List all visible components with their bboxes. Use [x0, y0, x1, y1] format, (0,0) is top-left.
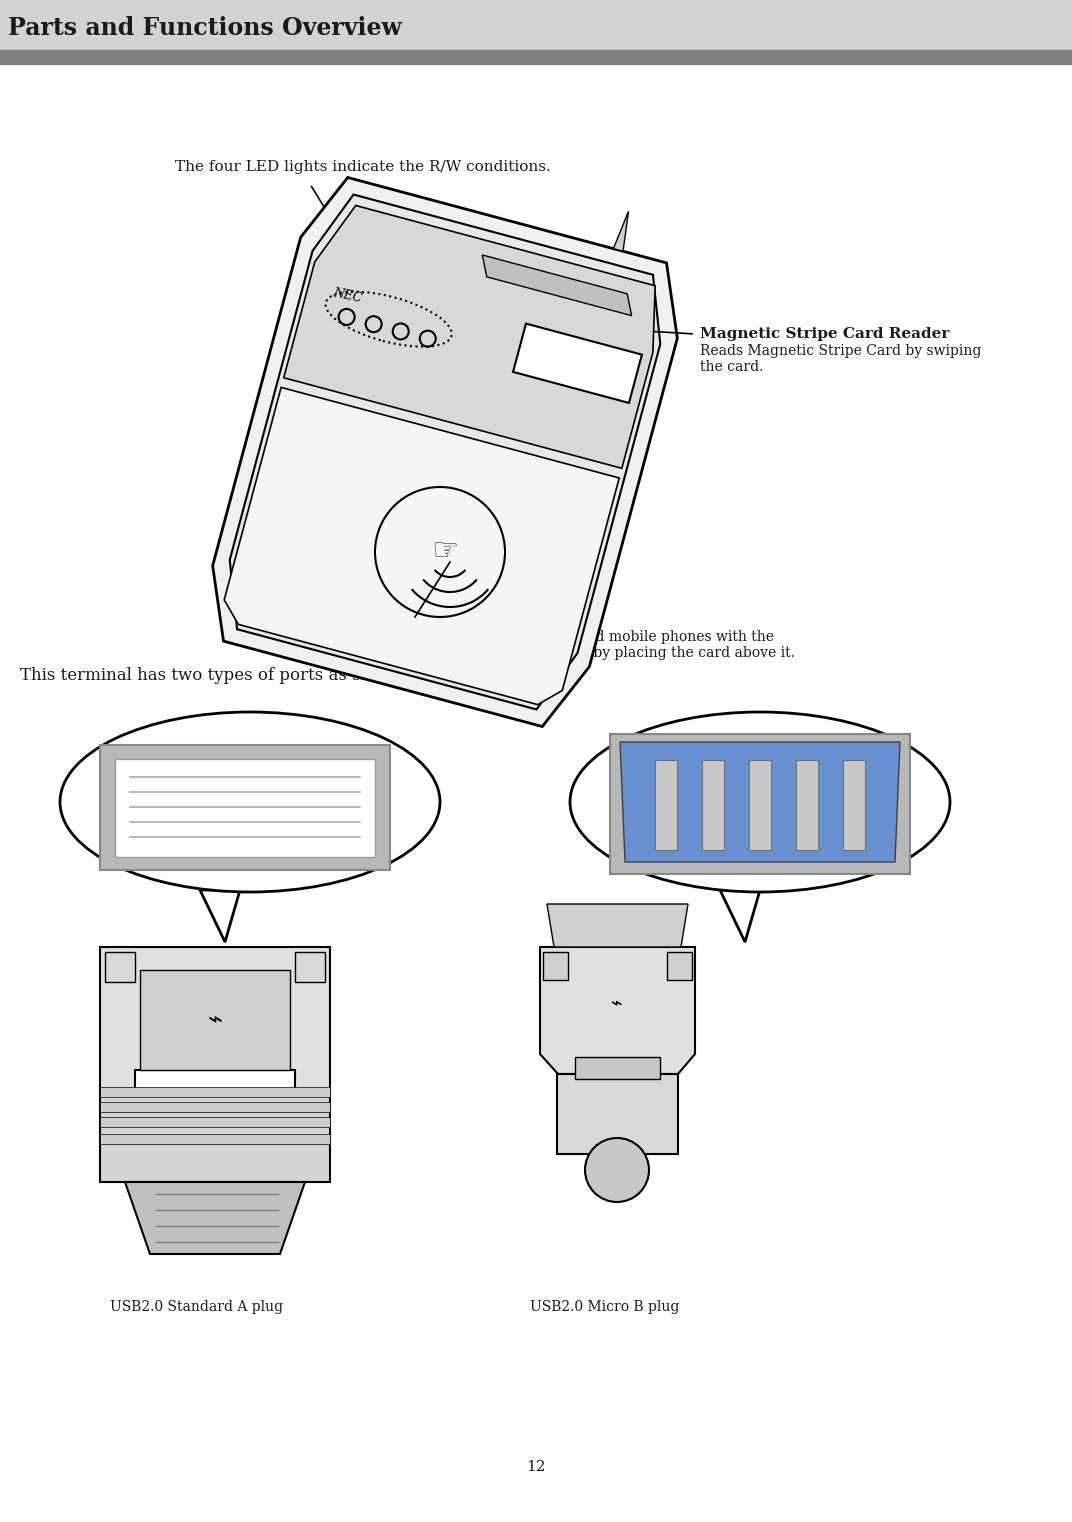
Text: Reads contactless IC card and mobile phones with the
contactless IC card functio: Reads contactless IC card and mobile pho… — [390, 630, 794, 661]
Polygon shape — [720, 890, 760, 942]
Bar — [843, 759, 865, 849]
Bar — [115, 759, 375, 857]
Polygon shape — [200, 890, 240, 942]
Bar — [610, 734, 910, 874]
Text: Parts and Functions Overview: Parts and Functions Overview — [8, 17, 402, 40]
Polygon shape — [284, 205, 655, 469]
Polygon shape — [212, 178, 678, 726]
Bar — [575, 1056, 660, 1079]
Text: Magnetic Stripe Card Reader: Magnetic Stripe Card Reader — [700, 327, 950, 341]
Bar — [544, 951, 568, 980]
Polygon shape — [224, 388, 620, 705]
Bar — [100, 744, 390, 871]
Ellipse shape — [60, 712, 440, 892]
Text: ⌁: ⌁ — [611, 994, 623, 1014]
Bar — [749, 759, 771, 849]
Bar — [105, 951, 135, 982]
Bar — [655, 759, 678, 849]
Bar — [667, 951, 693, 980]
Bar — [702, 759, 724, 849]
Polygon shape — [540, 947, 695, 1075]
Polygon shape — [100, 947, 330, 1091]
Polygon shape — [547, 904, 688, 947]
Polygon shape — [557, 1075, 678, 1154]
Bar — [100, 1117, 330, 1126]
Polygon shape — [613, 212, 628, 251]
Bar — [796, 759, 818, 849]
Circle shape — [585, 1138, 649, 1202]
Text: The four LED lights indicate the R/W conditions.: The four LED lights indicate the R/W con… — [175, 160, 551, 174]
Text: 12: 12 — [526, 1460, 546, 1473]
Text: USB2.0 Standard A plug: USB2.0 Standard A plug — [110, 1300, 283, 1313]
Bar — [100, 1102, 330, 1113]
Polygon shape — [229, 195, 660, 709]
Bar — [100, 1087, 330, 1097]
Polygon shape — [513, 324, 642, 403]
Bar — [100, 1134, 330, 1145]
Polygon shape — [620, 743, 900, 861]
Polygon shape — [100, 1091, 330, 1183]
Bar — [0, 0, 1072, 50]
Text: ☞: ☞ — [431, 537, 459, 566]
Text: NEC: NEC — [331, 286, 363, 304]
Bar — [295, 951, 325, 982]
Polygon shape — [125, 1183, 306, 1254]
Bar — [140, 970, 291, 1070]
Text: Reads Magnetic Stripe Card by swiping
the card.: Reads Magnetic Stripe Card by swiping th… — [700, 344, 981, 374]
Text: USB2.0 Micro B plug: USB2.0 Micro B plug — [530, 1300, 680, 1313]
Ellipse shape — [570, 712, 950, 892]
Text: This terminal has two types of ports as shown below.: This terminal has two types of ports as … — [20, 667, 465, 683]
Bar — [0, 50, 1072, 64]
Text: ⌁: ⌁ — [208, 1008, 223, 1032]
Polygon shape — [482, 254, 631, 315]
